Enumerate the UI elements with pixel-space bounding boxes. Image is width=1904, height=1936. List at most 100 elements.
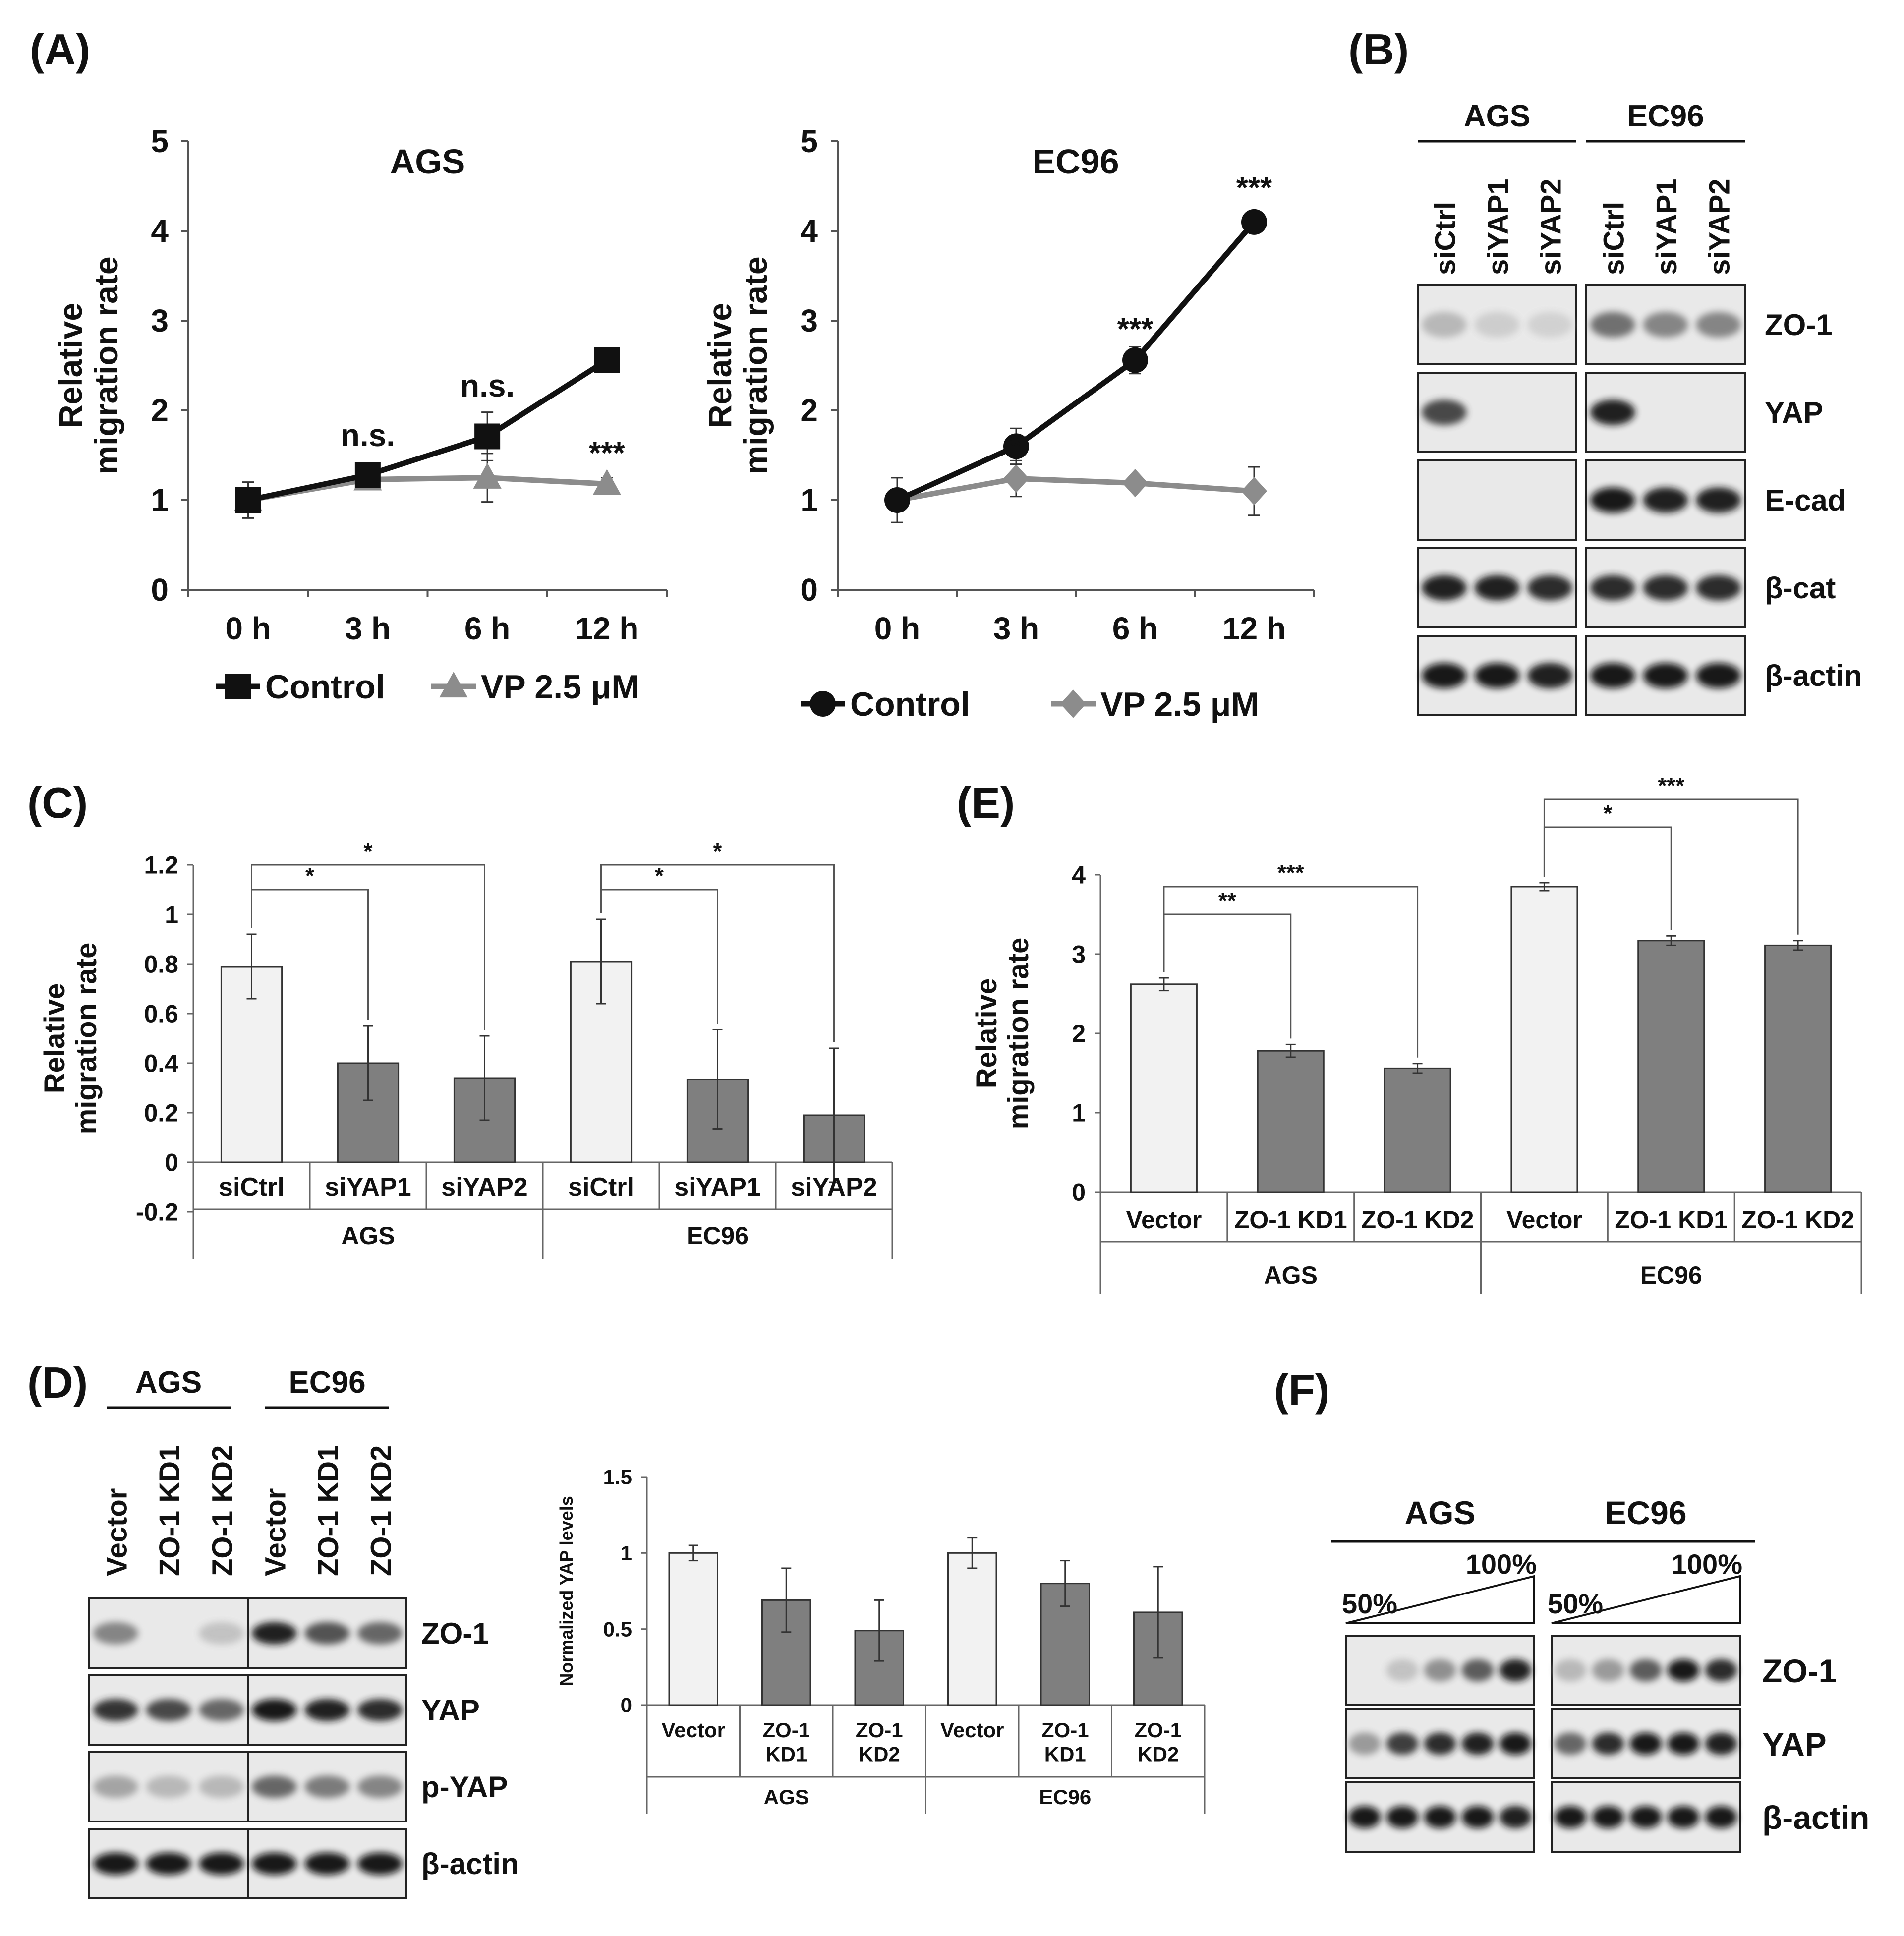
y-axis-label: migration rate: [88, 256, 124, 474]
panel-label-f: (F): [1274, 1366, 1329, 1415]
protein-band: [93, 1699, 138, 1721]
legend-label: VP 2.5 μM: [481, 668, 639, 706]
y-tick-label: 2: [151, 393, 169, 428]
protein-band: [1629, 1732, 1662, 1755]
blot-row-label: β-actin: [1762, 1799, 1869, 1836]
legend-label: Control: [850, 685, 970, 723]
lane-label: ZO-1 KD1: [312, 1445, 345, 1576]
significance-label: **: [1218, 888, 1236, 913]
protein-band: [1424, 1806, 1456, 1828]
y-tick-label: 1: [1072, 1099, 1086, 1127]
gradient-low-label: 50%: [1342, 1588, 1397, 1619]
gradient-low-label: 50%: [1548, 1588, 1603, 1619]
bar: [1130, 983, 1198, 1193]
y-tick-label: 3: [1072, 941, 1086, 968]
y-tick-label: 1.5: [603, 1466, 632, 1489]
significance-label: ***: [1277, 860, 1304, 886]
y-tick-label: 3: [800, 303, 818, 339]
panel-label-a: (A): [30, 25, 90, 74]
panel-label-c: (C): [27, 778, 88, 827]
protein-band: [1386, 1806, 1419, 1828]
lane-label: siCtrl: [1429, 202, 1461, 275]
blot-group-label: AGS: [135, 1366, 202, 1400]
protein-band: [1696, 312, 1741, 338]
protein-band: [1424, 1659, 1456, 1682]
protein-band: [1424, 1732, 1456, 1755]
bar: [1637, 940, 1705, 1193]
data-point: [592, 469, 621, 495]
group-label: AGS: [764, 1785, 809, 1809]
protein-band: [146, 1699, 191, 1721]
y-tick-label: 0: [800, 572, 818, 608]
y-tick-label: 0: [1072, 1179, 1086, 1206]
protein-band: [357, 1852, 403, 1875]
y-tick-label: 5: [800, 123, 818, 159]
bar: [1764, 944, 1832, 1193]
blot-row-label: β-actin: [421, 1847, 519, 1880]
blot-row-label: YAP: [421, 1694, 480, 1727]
protein-band: [1590, 312, 1635, 338]
protein-band: [304, 1699, 350, 1721]
lane-label: siYAP2: [1704, 178, 1736, 275]
data-point: [1241, 209, 1267, 235]
blot-group-label: EC96: [1627, 99, 1704, 133]
data-point: [1122, 347, 1148, 373]
protein-band: [1643, 312, 1688, 338]
chart-title: EC96: [1032, 142, 1119, 181]
category-label: KD2: [1137, 1742, 1179, 1765]
category-label: ZO-1 KD1: [1234, 1206, 1347, 1234]
protein-band: [93, 1775, 138, 1798]
protein-band: [251, 1852, 297, 1875]
lane-label: Vector: [259, 1488, 291, 1576]
protein-band: [1643, 663, 1688, 688]
y-tick-label: 0.2: [144, 1099, 178, 1127]
significance-label: *: [364, 838, 373, 864]
bar: [947, 1552, 997, 1706]
y-axis-label: migration rate: [737, 256, 774, 474]
y-axis-label: Normalized YAP levels: [556, 1496, 577, 1686]
y-tick-label: 0.6: [144, 1000, 178, 1028]
y-tick-label: 0.8: [144, 951, 178, 978]
protein-band: [1696, 487, 1741, 513]
x-tick-label: 6 h: [464, 611, 510, 646]
bar-chart-e: 0 1 2 3 4 Vector ZO-1 KD1 ZO-1 KD2 Vector ZO-1 KD…: [971, 773, 1862, 1294]
significance-label: ***: [1658, 773, 1684, 798]
protein-band: [199, 1852, 244, 1875]
protein-band: [1527, 312, 1573, 338]
protein-band: [1499, 1806, 1532, 1828]
legend-marker: [225, 674, 251, 699]
group-label: AGS: [1264, 1261, 1318, 1289]
category-label: Vector: [662, 1718, 725, 1742]
blot-group-label: AGS: [1404, 1494, 1475, 1531]
protein-band: [146, 1775, 191, 1798]
y-tick-label: 1.2: [144, 852, 178, 879]
x-tick-label: 6 h: [1112, 611, 1158, 646]
panel-label-e: (E): [957, 778, 1015, 827]
lane-label: ZO-1 KD1: [154, 1445, 186, 1576]
bar: [1510, 886, 1578, 1193]
group-label: EC96: [1640, 1261, 1702, 1289]
y-tick-label: 4: [1072, 861, 1086, 889]
significance-label: n.s.: [460, 368, 515, 403]
protein-band: [1386, 1659, 1419, 1682]
category-label: Vector: [1126, 1206, 1202, 1234]
y-tick-label: 2: [1072, 1020, 1086, 1048]
legend-label: VP 2.5 μM: [1100, 685, 1259, 723]
protein-band: [1667, 1732, 1700, 1755]
gradient-high-label: 100%: [1466, 1548, 1537, 1580]
protein-band: [1590, 575, 1635, 601]
series-line-vp: [897, 476, 1255, 503]
protein-band: [1422, 399, 1467, 425]
blot-row-label: YAP: [1762, 1726, 1827, 1763]
data-point: [235, 487, 261, 513]
protein-band: [1474, 663, 1520, 688]
category-label: siYAP2: [791, 1173, 877, 1201]
protein-band: [1705, 1732, 1737, 1755]
category-label: siYAP2: [441, 1173, 527, 1201]
western-blot-b: AGS EC96 siCtrl siYAP1 siYAP2 siCtrl siYAP1 siY…: [1417, 99, 1862, 716]
y-axis-label: migration rate: [1002, 938, 1035, 1130]
lane-label: ZO-1 KD2: [207, 1445, 239, 1576]
category-label: Vector: [940, 1718, 1004, 1742]
significance-bracket: [600, 864, 835, 1042]
